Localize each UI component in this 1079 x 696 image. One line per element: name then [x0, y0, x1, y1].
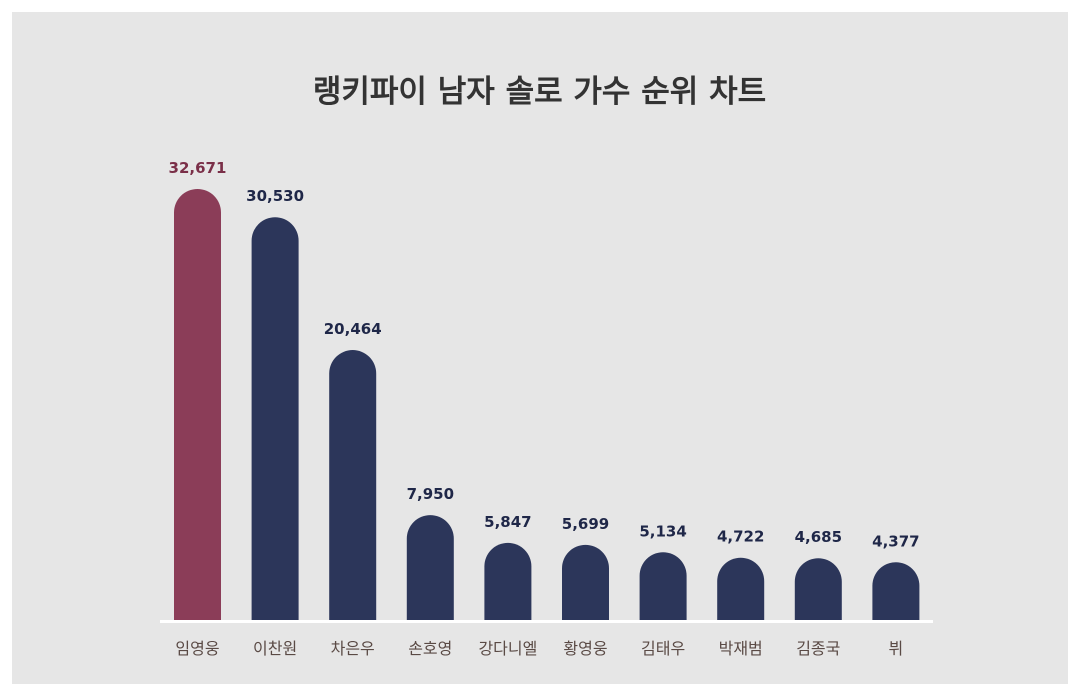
chart-title: 랭키파이 남자 솔로 가수 순위 차트 [312, 74, 767, 110]
category-label: 황영웅 [563, 639, 607, 658]
category-label: 차은우 [331, 639, 375, 658]
category-label: 김종국 [796, 639, 840, 658]
data-label: 7,950 [407, 485, 454, 503]
category-label: 강다니엘 [478, 639, 537, 658]
bar [174, 189, 221, 620]
bar [717, 557, 765, 620]
category-label: 뷔 [889, 639, 904, 658]
data-label: 30,530 [246, 187, 304, 205]
category-label: 임영웅 [175, 639, 219, 658]
data-label: 5,847 [484, 513, 531, 531]
category-label: 김태우 [641, 639, 685, 658]
category-label: 이찬원 [253, 639, 297, 658]
data-label: 5,699 [562, 515, 609, 533]
data-label: 32,671 [169, 159, 227, 177]
bar [251, 217, 299, 621]
data-label: 4,685 [795, 528, 842, 546]
bar [794, 558, 842, 620]
data-label: 4,722 [717, 528, 764, 546]
bar [639, 552, 687, 620]
bar [562, 544, 609, 620]
bar [872, 562, 920, 620]
category-label: 손호영 [408, 639, 452, 658]
data-label: 4,377 [872, 532, 919, 550]
bar [484, 542, 532, 620]
bar [329, 350, 377, 620]
bar [406, 515, 454, 620]
data-label: 20,464 [324, 320, 382, 338]
category-label: 박재범 [719, 639, 763, 658]
data-label: 5,134 [639, 522, 686, 540]
